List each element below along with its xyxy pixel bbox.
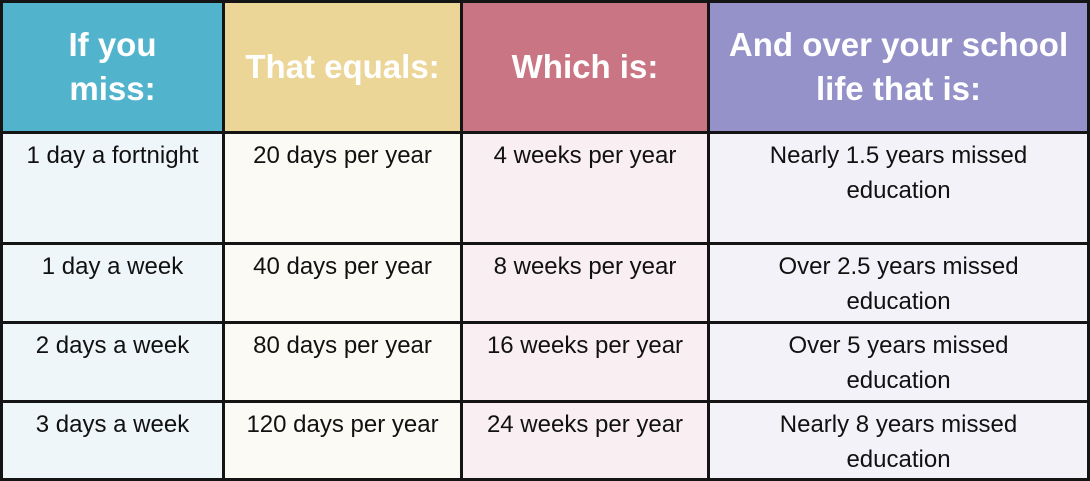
- table-cell: 80 days per year: [225, 324, 460, 400]
- table-cell: 1 day a week: [3, 245, 222, 321]
- table-cell: 20 days per year: [225, 134, 460, 242]
- table-cell: 40 days per year: [225, 245, 460, 321]
- table-cell: 2 days a week: [3, 324, 222, 400]
- table-cell: Nearly 1.5 years missed education: [710, 134, 1087, 242]
- header-cell: Which is:: [463, 3, 707, 131]
- table-cell: 120 days per year: [225, 403, 460, 478]
- header-cell: And over your school life that is:: [710, 3, 1087, 131]
- table-cell: 4 weeks per year: [463, 134, 707, 242]
- header-cell: That equals:: [225, 3, 460, 131]
- table-cell: 24 weeks per year: [463, 403, 707, 478]
- table-cell: Nearly 8 years missed education: [710, 403, 1087, 478]
- table-cell: 1 day a fortnight: [3, 134, 222, 242]
- table-cell: 16 weeks per year: [463, 324, 707, 400]
- table-cell: Over 2.5 years missed education: [710, 245, 1087, 321]
- table-cell: 3 days a week: [3, 403, 222, 478]
- table-cell: Over 5 years missed education: [710, 324, 1087, 400]
- header-cell: If you miss:: [3, 3, 222, 131]
- table-cell: 8 weeks per year: [463, 245, 707, 321]
